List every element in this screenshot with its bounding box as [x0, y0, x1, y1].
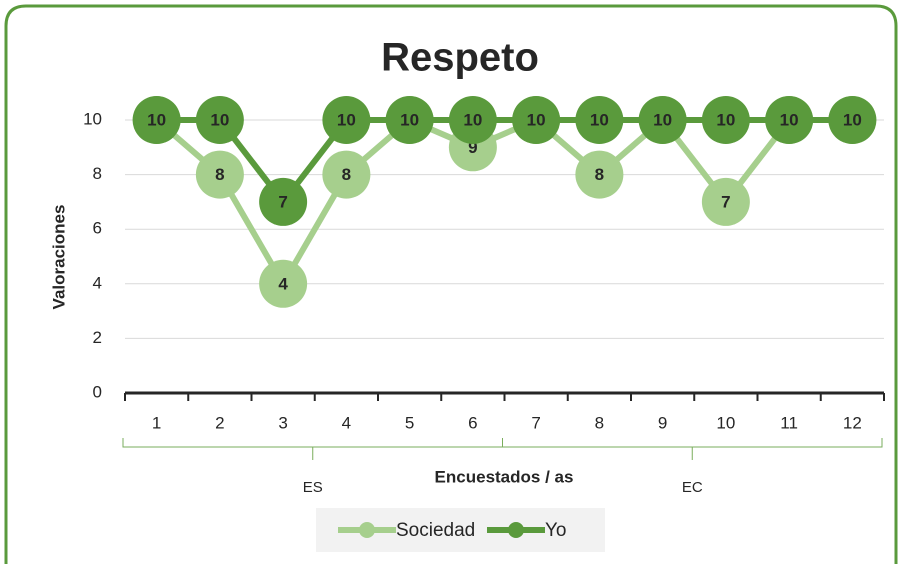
- data-label: 10: [716, 110, 735, 129]
- y-tick-label: 10: [83, 109, 102, 128]
- x-tick-label: 6: [468, 413, 477, 432]
- y-tick-label: 8: [93, 164, 102, 183]
- y-tick-label: 0: [93, 382, 102, 401]
- legend-marker: [359, 522, 375, 538]
- x-tick-label: 7: [531, 413, 540, 432]
- x-tick-label: 9: [658, 413, 667, 432]
- y-axis-label: Valoraciones: [49, 205, 68, 310]
- data-point: [828, 96, 877, 144]
- data-label: 8: [215, 165, 224, 184]
- legend-label: Sociedad: [396, 520, 475, 541]
- x-tick-label: 1: [152, 413, 161, 432]
- data-label: 10: [210, 110, 229, 129]
- x-tick-label: 2: [215, 413, 224, 432]
- data-label: 8: [342, 165, 351, 184]
- data-point: [195, 96, 244, 144]
- data-label: 10: [843, 110, 862, 129]
- data-point: [638, 96, 687, 144]
- data-point: [132, 96, 181, 144]
- x-tick-label: 12: [843, 413, 862, 432]
- data-label: 4: [278, 274, 288, 293]
- data-point: [448, 96, 497, 144]
- data-point: [575, 96, 624, 144]
- x-tick-label: 5: [405, 413, 414, 432]
- group-bracket: [502, 438, 883, 460]
- data-point: [512, 96, 561, 144]
- x-axis-label: Encuestados / as: [435, 467, 574, 486]
- data-point: [322, 150, 371, 199]
- x-tick-label: 10: [716, 413, 735, 432]
- x-tick-label: 11: [780, 413, 798, 432]
- data-point: [195, 150, 244, 199]
- data-point: [701, 96, 750, 144]
- chart-frame: [4, 4, 898, 564]
- y-tick-label: 6: [93, 219, 102, 238]
- x-tick-label: 4: [342, 413, 351, 432]
- data-point: [575, 150, 624, 199]
- data-label: 7: [721, 192, 730, 211]
- data-label: 7: [278, 192, 287, 211]
- x-tick-label: 8: [595, 413, 604, 432]
- data-point: [259, 259, 308, 308]
- data-point: [701, 177, 750, 226]
- data-label: 10: [337, 110, 356, 129]
- data-label: 10: [463, 110, 482, 129]
- data-label: 9: [468, 138, 477, 157]
- group-label: EC: [682, 479, 703, 496]
- data-point: [259, 177, 308, 226]
- group-label: ES: [303, 479, 323, 496]
- data-point: [765, 96, 814, 144]
- data-label: 10: [653, 110, 672, 129]
- data-label: 10: [780, 110, 799, 129]
- data-label: 10: [400, 110, 419, 129]
- legend-marker: [508, 522, 524, 538]
- data-point: [322, 96, 371, 144]
- legend-label: Yo: [545, 520, 567, 541]
- data-label: 10: [590, 110, 609, 129]
- y-tick-label: 2: [93, 328, 102, 347]
- chart-title: Respeto: [381, 36, 539, 80]
- data-label: 8: [595, 165, 604, 184]
- x-tick-label: 3: [278, 413, 287, 432]
- y-tick-label: 4: [93, 273, 102, 292]
- data-point: [385, 96, 434, 144]
- data-label: 10: [147, 110, 166, 129]
- data-label: 10: [527, 110, 546, 129]
